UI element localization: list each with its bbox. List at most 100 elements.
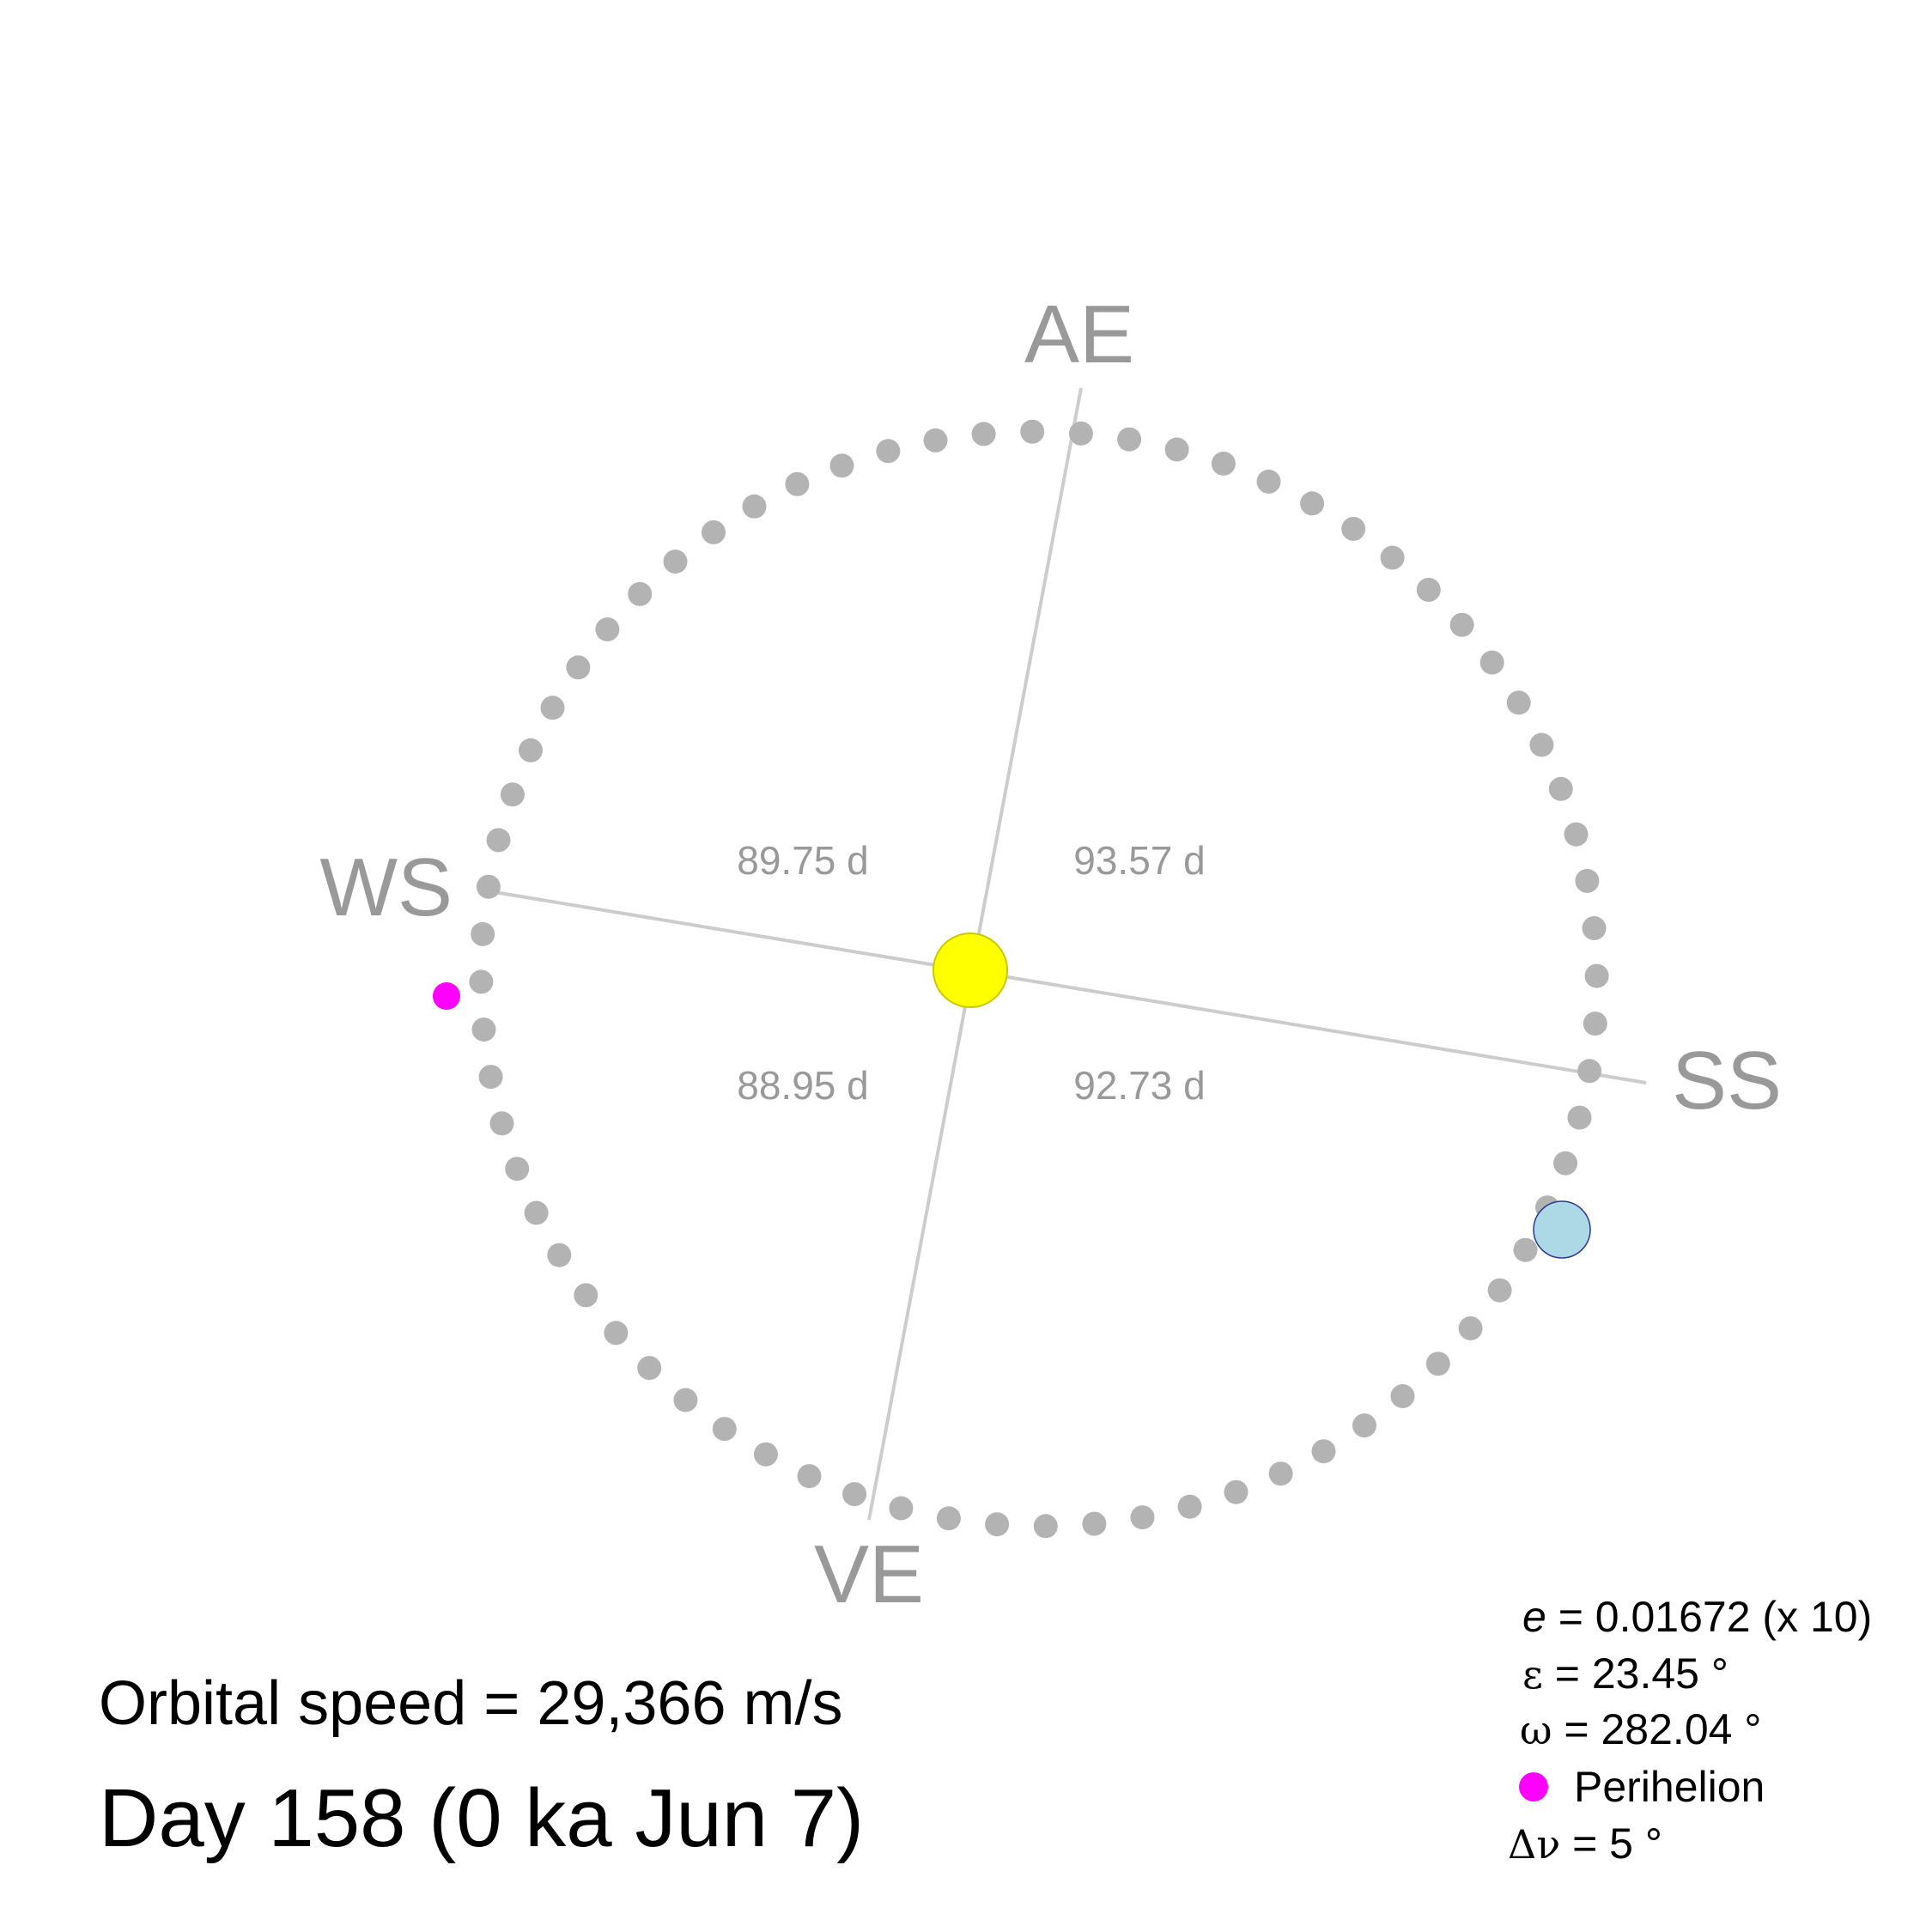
legend-epsilon-symbol: ε <box>1522 1651 1543 1698</box>
legend-e: e = 0.01672 (x 10) <box>1522 1593 1872 1641</box>
orbit-dot <box>1020 419 1045 444</box>
orbit-dot <box>1487 1278 1512 1303</box>
orbit-dot <box>1513 1237 1538 1262</box>
orbit-dot <box>1449 612 1474 637</box>
orbit-dot <box>574 1283 598 1308</box>
perihelion-marker <box>433 982 460 1010</box>
orbit-dot <box>478 1065 503 1090</box>
earth <box>1533 1200 1591 1259</box>
orbit-dot <box>889 1496 914 1521</box>
orbit-dot <box>1577 1059 1602 1084</box>
day-label: Day 158 (0 ka Jun 7) <box>99 1772 864 1864</box>
orbit-dot <box>1458 1316 1483 1340</box>
orbit-dot <box>1268 1461 1293 1486</box>
orbit-dot <box>540 696 565 720</box>
orbit-dot <box>985 1512 1010 1537</box>
orbit-dot <box>1425 1352 1450 1376</box>
orbit-dot <box>1584 963 1609 988</box>
orbit-dot <box>829 453 854 478</box>
orbit-dot <box>489 1111 514 1136</box>
orbit-dot <box>1224 1479 1249 1504</box>
orbit-dot <box>1033 1514 1058 1539</box>
orbit-dot <box>1311 1439 1336 1464</box>
orbit-dot <box>471 1018 496 1042</box>
orbit-dot <box>712 1417 737 1442</box>
orbit-dot <box>1583 1012 1607 1036</box>
orbit-dot <box>842 1482 867 1507</box>
legend-dnu-symbol: Δν <box>1508 1821 1560 1868</box>
orbit-dot <box>519 738 543 762</box>
orbit-dot <box>1380 545 1405 570</box>
legend-epsilon-value: = 23.45 ° <box>1543 1649 1728 1698</box>
orbit-dot <box>1575 868 1600 893</box>
season-length-upper-left: 89.75 d <box>737 838 868 883</box>
orbit-dot <box>1117 427 1142 452</box>
orbit-dot <box>1529 732 1554 757</box>
orbit-dot <box>500 782 525 807</box>
season-length-upper-right: 93.57 d <box>1073 838 1205 883</box>
orbit-dot <box>663 550 688 574</box>
label-ve: VE <box>814 1528 924 1620</box>
orbital-speed: Orbital speed = 29,366 m/s <box>99 1669 843 1738</box>
orbit-dot <box>1082 1511 1107 1536</box>
orbit-dot <box>1506 690 1531 715</box>
orbit-dot <box>566 655 591 680</box>
season-length-lower-right: 92.73 d <box>1073 1063 1205 1108</box>
orbit-dot <box>1479 650 1504 675</box>
orbit-dot <box>469 969 494 994</box>
legend-omega-symbol: ω <box>1520 1707 1552 1753</box>
orbit-dot <box>1341 516 1366 541</box>
orbit-dot <box>604 1321 629 1346</box>
ws-ss-axis-line <box>478 888 1647 1084</box>
orbit-dot <box>471 921 495 946</box>
legend-e-symbol: e <box>1522 1593 1546 1641</box>
orbit-dot <box>1390 1384 1415 1408</box>
legend-epsilon: ε = 23.45 ° <box>1522 1649 1728 1698</box>
orbit-dot <box>1300 491 1325 516</box>
legend: e = 0.01672 (x 10) ε = 23.45 ° ω = 282.0… <box>1508 1593 1872 1868</box>
orbit-dot <box>742 494 767 519</box>
orbit-dot <box>505 1157 530 1182</box>
sun <box>933 933 1008 1008</box>
orbit-dot <box>1582 916 1607 940</box>
orbit-dot <box>1564 822 1589 847</box>
orbit-dot <box>753 1442 778 1467</box>
legend-dnu-value: = 5 ° <box>1560 1820 1662 1868</box>
orbit-dot <box>1211 451 1236 476</box>
orbit-dot <box>1256 469 1281 494</box>
orbit-dot <box>785 471 810 496</box>
orbit-dot <box>702 519 726 544</box>
orbit-dots <box>469 419 1609 1539</box>
orbit-dot <box>1567 1105 1592 1130</box>
legend-perihelion-dot <box>1519 1772 1548 1801</box>
orbit-dot <box>797 1464 822 1489</box>
orbit-dot <box>971 422 996 447</box>
orbit-dot <box>1177 1494 1202 1519</box>
orbit-dot <box>595 617 620 641</box>
legend-omega: ω = 282.04 ° <box>1520 1705 1761 1753</box>
orbit-dot <box>486 828 511 853</box>
orbit-dot <box>1164 437 1189 462</box>
orbit-dot <box>476 874 501 899</box>
legend-e-value: = 0.01672 (x 10) <box>1546 1593 1872 1641</box>
legend-dnu: Δν = 5 ° <box>1508 1820 1662 1868</box>
orbit-dot <box>1553 1151 1578 1176</box>
orbit-dot <box>547 1242 572 1267</box>
orbit-dot <box>923 428 948 453</box>
orbit-dot <box>1130 1505 1155 1530</box>
legend-omega-value: = 282.04 ° <box>1552 1705 1762 1753</box>
legend-perihelion-label: Perihelion <box>1574 1763 1765 1811</box>
label-ws: WS <box>319 841 453 933</box>
label-ss: SS <box>1672 1035 1782 1127</box>
orbit-dot <box>628 581 653 606</box>
orbit-dot <box>876 439 901 464</box>
orbit-dot <box>673 1388 698 1413</box>
orbit-dot <box>1548 776 1573 801</box>
label-ae: AE <box>1024 289 1134 380</box>
orbit-dot <box>637 1356 662 1381</box>
orbit-dot <box>524 1200 549 1225</box>
orbit-dot <box>1068 421 1093 446</box>
orbit-dot <box>1352 1413 1376 1438</box>
orbit-dot <box>936 1506 961 1531</box>
